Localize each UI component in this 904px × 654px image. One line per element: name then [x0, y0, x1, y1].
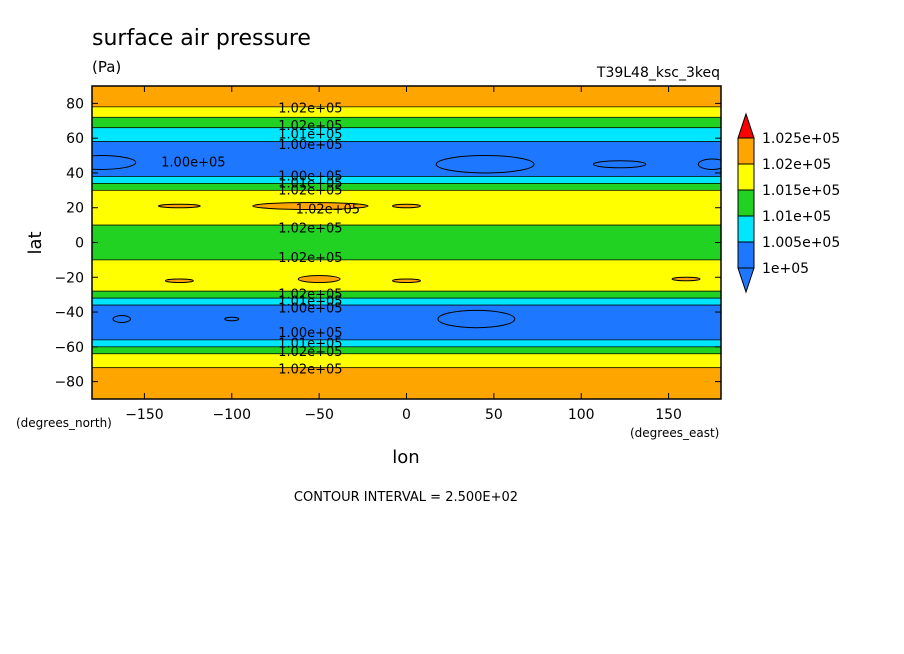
x-axis-units: (degrees_east)	[630, 426, 719, 440]
colorbar-label: 1e+05	[762, 261, 809, 277]
contour-label: 1.00e+05	[161, 156, 225, 171]
y-axis-ticks: −80 −60 −40 −20 0 20 40 60 80	[54, 96, 721, 391]
contour-label: 1.02e+05	[278, 119, 342, 134]
zonal-band	[92, 346, 721, 355]
contour-label: 1.00e+05	[278, 138, 342, 153]
x-tick-label: 150	[655, 407, 682, 423]
y-axis-label: lat	[25, 231, 46, 254]
pressure-patch	[697, 158, 721, 170]
contour-interval: CONTOUR INTERVAL = 2.500E+02	[294, 490, 518, 505]
zonal-band	[92, 127, 721, 142]
x-tick-label: 50	[485, 407, 503, 423]
contour-label: 1.02e+05	[296, 202, 360, 217]
contour-label: 1.01e+05	[278, 128, 342, 143]
colorbar-segment	[737, 163, 755, 191]
contour-labels: 1.02e+051.02e+051.01e+051.00e+051.00e+05…	[161, 102, 360, 378]
y-axis-units: (degrees_north)	[16, 416, 112, 430]
chart-title: surface air pressure	[92, 26, 311, 51]
colorbar: 1.025e+05 1.02e+05 1.015e+05 1.01e+05 1.005e…	[737, 112, 840, 294]
pressure-patch	[392, 203, 421, 209]
contour-label: 1.00e+05	[278, 302, 342, 317]
contour-label: 1.02e+05	[278, 251, 342, 266]
pressure-patch	[437, 309, 516, 329]
contour-label: 1.02e+05	[278, 362, 342, 377]
y-tick-label: −60	[54, 340, 84, 356]
colorbar-label: 1.025e+05	[762, 131, 840, 147]
zonal-band	[92, 297, 721, 306]
x-tick-label: 0	[402, 407, 411, 423]
x-tick-label: −150	[125, 407, 163, 423]
colorbar-arrow-bottom	[737, 267, 755, 294]
zonal-band	[92, 176, 721, 184]
pressure-patch	[392, 278, 421, 283]
pressure-patch	[435, 155, 535, 174]
x-tick-label: −100	[213, 407, 251, 423]
zonal-band	[92, 141, 721, 177]
zonal-band	[92, 106, 721, 118]
y-tick-label: 0	[75, 236, 84, 252]
colorbar-segment	[737, 137, 755, 165]
contour-label: 1.01e+05	[278, 295, 342, 310]
zonal-band	[92, 259, 721, 292]
pressure-field	[92, 86, 721, 399]
zonal-band	[92, 353, 721, 369]
colorbar-segment	[737, 215, 755, 243]
pressure-patch	[224, 316, 240, 322]
pressure-patch	[297, 275, 341, 283]
zonal-band	[92, 304, 721, 341]
pressure-patch	[592, 160, 647, 169]
pressure-patch	[157, 203, 201, 209]
colorbar-arrow-top	[737, 112, 755, 139]
contour-label: 1.02e+05	[278, 345, 342, 360]
colorbar-label: 1.02e+05	[762, 157, 831, 173]
pressure-patch	[92, 155, 137, 170]
pressure-patch	[671, 276, 701, 282]
contour-label: 1.02e+05	[278, 102, 342, 117]
zonal-band	[92, 116, 721, 129]
colorbar-label: 1.01e+05	[762, 209, 831, 225]
zonal-band	[92, 224, 721, 261]
contour-label: 1.01e+05	[278, 176, 342, 191]
zonal-band	[92, 290, 721, 299]
zonal-band	[92, 183, 721, 191]
colorbar-segment	[737, 189, 755, 217]
y-tick-label: −40	[54, 305, 84, 321]
pressure-patch	[252, 202, 369, 210]
y-tick-label: 80	[66, 96, 84, 112]
zonal-band	[92, 339, 721, 348]
contour-label: 1.00e+05	[278, 326, 342, 341]
contour-label: 1.02e+05	[278, 183, 342, 198]
contour-label: 1.02e+05	[278, 222, 342, 237]
chart-units: (Pa)	[92, 58, 121, 76]
contour-label: 1.02e+05	[278, 288, 342, 303]
colorbar-label: 1.005e+05	[762, 235, 840, 251]
y-tick-label: 40	[66, 166, 84, 182]
contour-label: 1.00e+05	[278, 169, 342, 184]
colorbar-label: 1.015e+05	[762, 183, 840, 199]
x-axis-ticks: −150 −100 −50 0 50 100 150	[125, 86, 682, 423]
y-tick-label: 60	[66, 131, 84, 147]
y-tick-label: −20	[54, 270, 84, 286]
x-axis-label: lon	[392, 447, 419, 468]
x-tick-label: 100	[568, 407, 595, 423]
contour-label: 1.01e+05	[278, 336, 342, 351]
y-tick-label: 20	[66, 201, 84, 217]
pressure-patch	[164, 278, 194, 283]
pressure-patch	[112, 315, 131, 323]
y-tick-label: −80	[54, 375, 84, 391]
run-label: T39L48_ksc_3keq	[596, 65, 720, 81]
colorbar-segment	[737, 241, 755, 269]
x-tick-label: −50	[304, 407, 334, 423]
